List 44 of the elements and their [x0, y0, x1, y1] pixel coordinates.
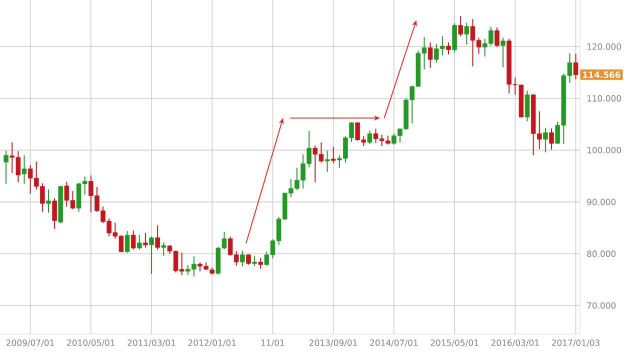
x-tick-label: 2015/05/01	[430, 340, 478, 347]
candlestick	[52, 198, 57, 230]
candlestick	[130, 230, 136, 250]
x-tick-label: 2014/07/01	[370, 340, 418, 347]
candlestick	[252, 255, 257, 267]
x-tick-label: 2013/09/01	[310, 340, 357, 347]
candlestick	[143, 232, 148, 248]
candlestick	[458, 16, 463, 37]
x-tick-label: 2010/05/01	[67, 340, 115, 347]
candlestick	[258, 257, 263, 270]
candlestick	[137, 234, 142, 250]
candlestick	[543, 127, 548, 153]
candlestick	[149, 236, 154, 274]
candlestick	[4, 150, 8, 184]
y-tick-label: 80.000	[587, 250, 616, 257]
y-tick-label: 120.000	[587, 43, 621, 50]
x-tick-label: 11/01	[261, 340, 284, 347]
candlestick	[22, 154, 27, 184]
x-tick-label: 2012/01/01	[188, 340, 236, 347]
y-tick-label: 100.000	[587, 146, 621, 154]
y-tick-label: 70.000	[587, 302, 616, 309]
candlestick	[240, 250, 245, 267]
candlestick	[524, 90, 530, 122]
x-tick-label: 2009/07/01	[6, 340, 54, 347]
candlestick	[155, 224, 160, 250]
candlestick	[330, 146, 336, 164]
candlestick	[46, 189, 51, 214]
candlestick	[367, 130, 372, 144]
x-tick-label: 2016/03/01	[491, 340, 539, 347]
candlestick	[494, 26, 500, 48]
candlestick	[324, 150, 330, 172]
y-tick-label: 90.000	[587, 198, 616, 206]
x-tick-label: 2017/01/03	[552, 340, 600, 347]
candlestick	[428, 42, 433, 68]
candlestick	[549, 128, 554, 150]
candlestick	[464, 22, 470, 46]
y-tick-label: 110.000	[587, 95, 621, 102]
candlestick	[573, 53, 578, 80]
candlestick	[446, 42, 451, 55]
text: 114.566	[583, 72, 620, 78]
candlestick	[500, 37, 506, 68]
candlestick	[161, 242, 166, 256]
candlestick	[124, 230, 130, 254]
x-tick-label: 2011/03/01	[128, 340, 176, 347]
